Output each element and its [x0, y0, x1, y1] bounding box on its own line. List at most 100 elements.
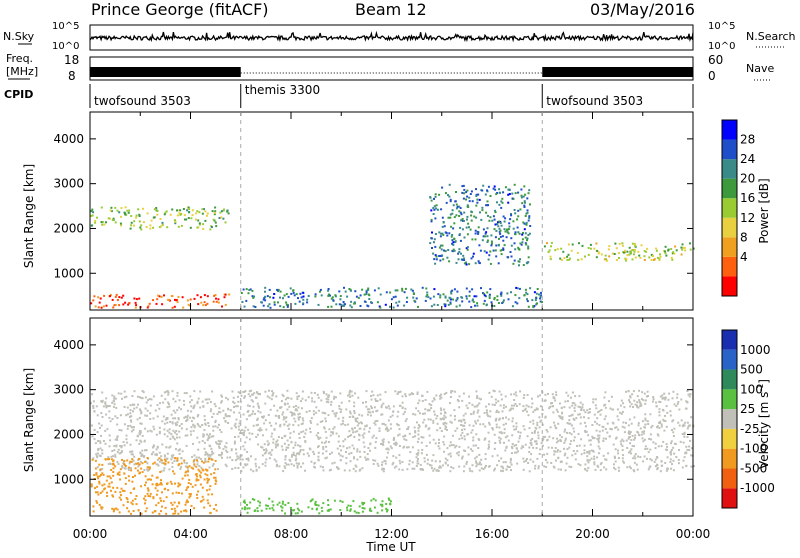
velocity-cell — [101, 506, 104, 509]
velocity-cell — [141, 453, 144, 456]
velocity-cell — [176, 409, 179, 412]
velocity-cell — [432, 421, 435, 424]
velocity-cell — [583, 421, 586, 424]
power-cell — [446, 234, 449, 237]
velocity-cell — [154, 453, 157, 456]
velocity-cell — [311, 507, 314, 510]
velocity-cell — [614, 426, 617, 429]
velocity-cell — [629, 405, 632, 408]
power-cell — [223, 296, 226, 299]
velocity-cell — [529, 439, 532, 442]
power-cell — [319, 290, 321, 293]
velocity-cell — [461, 437, 464, 440]
velocity-cell — [178, 399, 181, 402]
power-cell — [252, 305, 255, 308]
velocity-cell — [576, 445, 579, 447]
velocity-cell — [620, 412, 623, 415]
power-cell — [540, 291, 542, 294]
velocity-cell — [100, 412, 103, 415]
velocity-cell — [270, 424, 273, 427]
velocity-cell — [222, 409, 225, 412]
velocity-cell — [219, 411, 222, 414]
velocity-cell — [118, 496, 121, 499]
power-cell — [618, 252, 620, 255]
velocity-cell — [389, 423, 392, 426]
velocity-cell — [91, 458, 94, 461]
power-cell — [493, 296, 496, 299]
y-tick-label: 3000 — [53, 177, 84, 191]
colorbar-tick-label: 100 — [740, 382, 763, 396]
velocity-cell — [381, 463, 383, 466]
velocity-cell — [498, 436, 501, 439]
power-cell — [570, 249, 573, 252]
velocity-cell — [502, 423, 505, 426]
velocity-cell — [538, 394, 541, 397]
velocity-cell — [211, 464, 214, 467]
cpid-segment-label: themis 3300 — [245, 83, 320, 97]
velocity-cell — [106, 428, 109, 431]
velocity-cell — [163, 428, 166, 431]
power-cell — [471, 288, 474, 291]
velocity-cell — [204, 459, 207, 462]
velocity-cell — [235, 452, 238, 455]
velocity-cell — [130, 501, 133, 504]
power-cell — [496, 192, 499, 194]
velocity-cell — [302, 419, 305, 422]
power-cell — [468, 200, 471, 203]
power-cell — [455, 207, 458, 210]
power-cell — [346, 295, 349, 298]
velocity-cell — [186, 416, 189, 419]
power-cell — [473, 215, 476, 218]
velocity-cell — [512, 407, 515, 410]
velocity-cell — [148, 398, 151, 400]
velocity-cell — [203, 441, 206, 444]
power-cell — [197, 219, 200, 222]
velocity-cell — [169, 437, 172, 440]
velocity-cell — [248, 414, 251, 417]
power-cell — [492, 187, 495, 190]
x-axis-label: Time UT — [365, 540, 416, 554]
power-cell — [514, 294, 517, 297]
velocity-cell — [644, 413, 647, 416]
velocity-cell — [256, 507, 259, 510]
power-cell — [165, 210, 168, 213]
power-cell — [99, 297, 102, 300]
power-cell — [441, 186, 444, 189]
velocity-cell — [201, 460, 203, 463]
velocity-cell — [516, 462, 519, 465]
velocity-cell — [356, 450, 359, 453]
velocity-cell — [223, 417, 226, 420]
velocity-cell — [114, 438, 117, 441]
velocity-cell — [495, 423, 498, 426]
power-cell — [277, 290, 280, 293]
velocity-cell — [209, 454, 212, 457]
velocity-cell — [381, 442, 384, 445]
velocity-cell — [197, 468, 200, 471]
velocity-cell — [118, 471, 121, 474]
velocity-cell — [193, 454, 196, 457]
velocity-cell — [436, 429, 439, 432]
velocity-cell — [101, 490, 104, 493]
power-cell — [367, 288, 370, 291]
velocity-cell — [527, 405, 530, 408]
power-cell — [447, 303, 450, 306]
velocity-cell — [298, 412, 301, 415]
velocity-cell — [249, 395, 252, 398]
velocity-cell — [114, 490, 117, 493]
velocity-cell — [387, 441, 390, 444]
velocity-cell — [595, 407, 598, 410]
velocity-cell — [430, 464, 433, 467]
power-cell — [475, 295, 478, 298]
velocity-cell — [333, 461, 336, 464]
velocity-cell — [564, 428, 567, 431]
velocity-cell — [201, 486, 204, 489]
velocity-cell — [128, 466, 131, 469]
velocity-cell — [280, 400, 283, 403]
power-cell — [426, 294, 429, 296]
velocity-cell — [155, 504, 158, 507]
velocity-cell — [393, 436, 396, 439]
velocity-cell — [526, 435, 529, 438]
velocity-cell — [671, 429, 673, 431]
velocity-cell — [323, 427, 326, 430]
power-cell — [171, 306, 174, 309]
